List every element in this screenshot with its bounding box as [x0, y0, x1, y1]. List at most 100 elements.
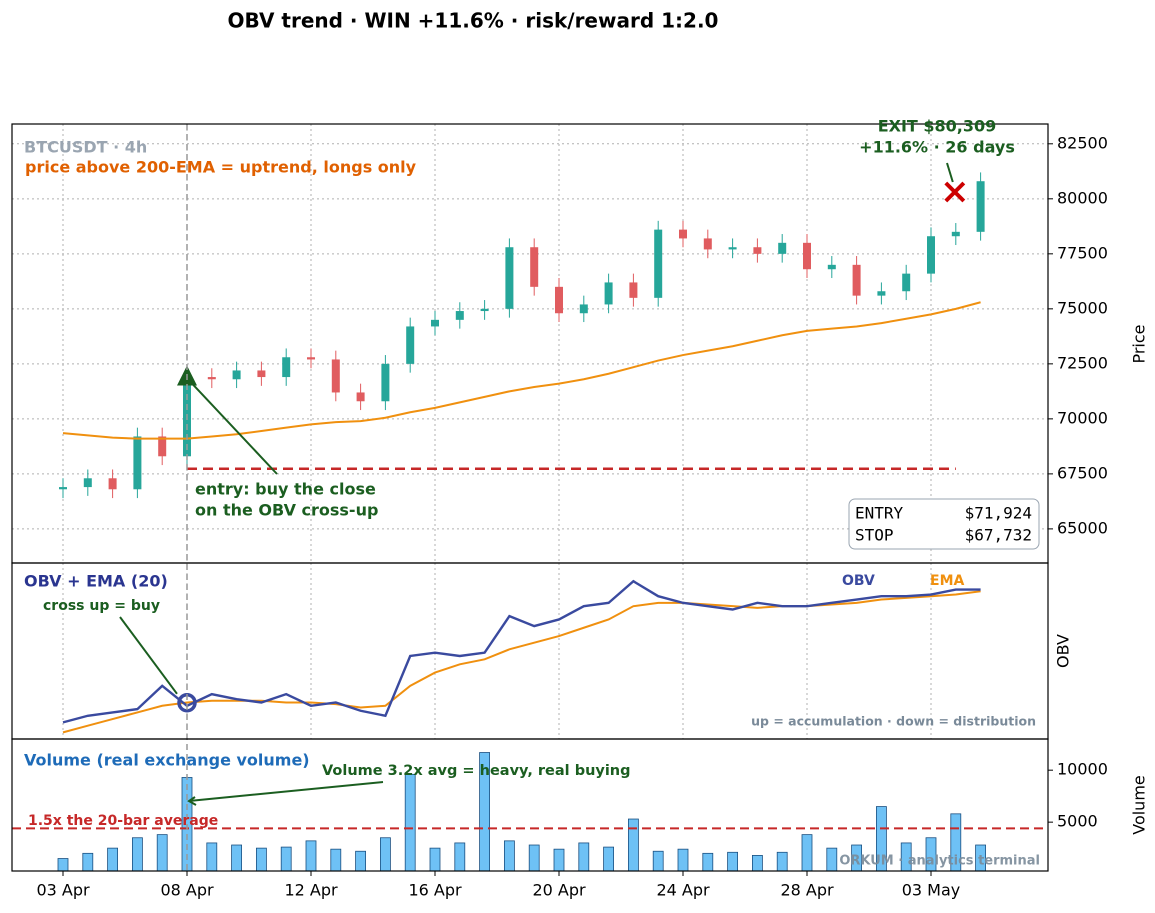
bar — [355, 850, 367, 872]
candle-body — [530, 247, 539, 287]
candle-body — [381, 363, 390, 402]
chart-title: OBV trend · WIN +11.6% · risk/reward 1:2… — [228, 9, 719, 33]
arrow — [119, 616, 178, 695]
candle-body — [455, 311, 464, 320]
bar — [752, 855, 763, 872]
bar — [82, 852, 94, 872]
trade-box — [848, 498, 1040, 550]
candle-body — [505, 247, 514, 309]
panel-title: OBV + EMA (20) — [24, 572, 168, 591]
candle-body — [356, 392, 365, 402]
bar — [528, 844, 540, 872]
x-tick-label: 03 Apr — [36, 881, 90, 900]
obv-footnote: up = accumulation · down = distribution — [751, 714, 1036, 729]
series-line — [62, 579, 981, 724]
stop-name: STOP — [855, 526, 894, 545]
bar — [454, 842, 466, 872]
bar — [379, 837, 391, 872]
y-axis-label: Price — [1130, 324, 1149, 363]
y-tick-label: 65000 — [1057, 518, 1108, 537]
candle-body — [133, 436, 142, 490]
candle-body — [803, 242, 811, 270]
x-tick-label: 08 Apr — [160, 881, 214, 900]
x-tick-label: 28 Apr — [780, 881, 834, 900]
candle-body — [59, 487, 67, 490]
candle-body — [579, 304, 588, 314]
bar — [57, 858, 69, 872]
candle-body — [331, 359, 340, 393]
candle-body — [431, 319, 439, 327]
panel-frame — [11, 123, 1049, 564]
candle-body — [703, 238, 712, 250]
y-tick-label: 80000 — [1057, 188, 1108, 207]
y-tick-label: 70000 — [1057, 408, 1108, 427]
y-tick-label: 75000 — [1057, 298, 1108, 317]
bar — [280, 846, 292, 872]
bar — [231, 844, 243, 872]
candle-body — [728, 247, 737, 250]
candle-body — [108, 478, 117, 490]
bar — [107, 847, 118, 872]
exit-note: +11.6% · 26 days — [859, 138, 1015, 157]
candle-body — [604, 282, 613, 305]
panel-label: BTCUSDT · 4h — [24, 138, 147, 157]
legend-label: OBV — [842, 573, 875, 589]
entry-note: entry: buy the close — [195, 480, 376, 499]
entry-note: on the OBV cross-up — [195, 501, 378, 520]
bar — [652, 850, 664, 872]
ema-line — [62, 301, 981, 440]
candle-body — [852, 264, 861, 296]
panel-title: Volume (real exchange volume) — [24, 751, 310, 770]
bar — [677, 848, 689, 872]
panel-frame — [11, 738, 1049, 872]
y-axis-label: OBV — [1054, 634, 1073, 668]
arrow — [192, 383, 278, 475]
y-tick-label: 5000 — [1057, 812, 1098, 831]
candle-body — [480, 308, 489, 312]
candle-body — [778, 242, 787, 254]
bar — [578, 842, 590, 872]
candle-body — [753, 247, 762, 254]
bar — [503, 840, 515, 872]
bar — [255, 847, 267, 872]
average-label: 1.5x the 20-bar average — [28, 813, 218, 829]
candle-body — [902, 273, 911, 292]
candle-body — [158, 436, 167, 457]
candle-body — [827, 264, 836, 270]
bar — [206, 842, 218, 872]
candle-body — [282, 357, 291, 378]
stop-price: $67,732 — [965, 526, 1032, 545]
y-tick-label: 77500 — [1057, 243, 1108, 262]
y-tick-label: 72500 — [1057, 353, 1108, 372]
candle-body — [951, 231, 960, 237]
arrow — [187, 781, 384, 806]
exit-marker — [944, 181, 966, 203]
bar — [702, 852, 714, 872]
bar — [156, 834, 168, 872]
bar — [727, 851, 738, 872]
bar — [305, 840, 317, 872]
x-tick-label: 24 Apr — [656, 881, 710, 900]
legend-label: EMA — [930, 573, 964, 589]
y-axis-label: Volume — [1130, 775, 1149, 835]
bar — [826, 847, 838, 872]
bar — [801, 834, 813, 872]
watermark: ORKUM · analytics terminal — [839, 854, 1040, 869]
candle-body — [629, 282, 638, 298]
volume-note: Volume 3.2x avg = heavy, real buying — [322, 763, 631, 779]
bar — [776, 851, 788, 872]
y-tick-label: 82500 — [1057, 133, 1108, 152]
candle-body — [406, 326, 415, 364]
y-tick-label: 67500 — [1057, 463, 1108, 482]
bar — [330, 848, 342, 872]
candle-body — [976, 181, 985, 232]
candle-body — [877, 291, 886, 296]
candle-body — [207, 377, 216, 380]
x-tick-label: 20 Apr — [532, 881, 586, 900]
candle-body — [257, 370, 266, 378]
candle-body — [83, 478, 92, 488]
series-line — [62, 590, 981, 734]
panel-note: price above 200-EMA = uptrend, longs onl… — [25, 158, 417, 177]
candle-body — [654, 229, 663, 298]
